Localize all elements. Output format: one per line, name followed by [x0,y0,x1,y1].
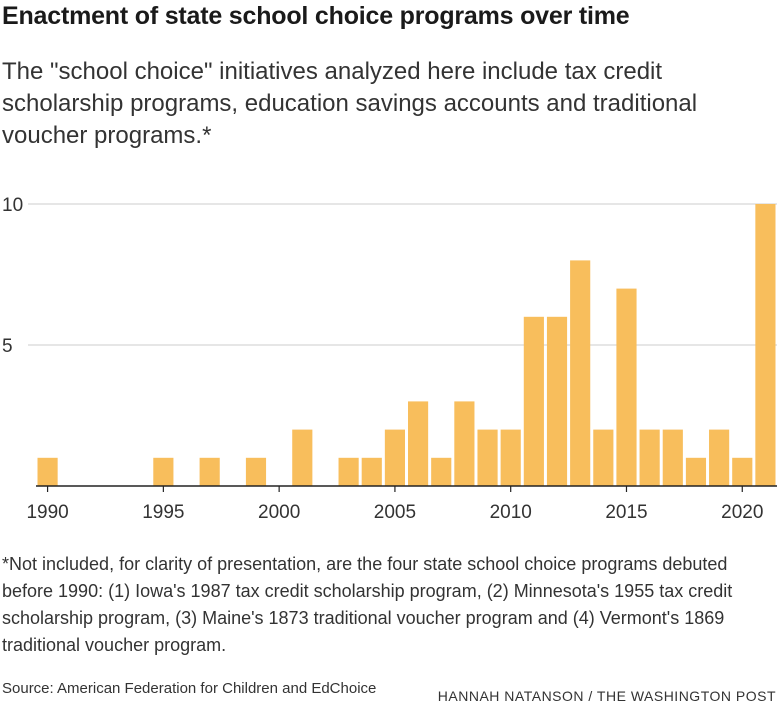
bar-1999 [245,457,267,486]
bar-2001 [292,429,313,486]
bar-2021 [755,204,776,486]
bar-2003 [338,457,359,486]
bar-2010 [500,429,521,486]
y-tick-label-5: 5 [2,336,13,357]
tick-labels: 5 10 1990 1995 2000 2005 2010 2015 2020 [2,195,763,523]
bar-chart: 5 10 1990 1995 2000 2005 2010 2015 2020 [2,195,777,523]
bar-1995 [153,457,174,486]
footnote: *Not included, for clarity of presentati… [2,554,733,655]
chart-title: Enactment of state school choice program… [2,2,630,30]
bar-2020 [732,457,753,486]
bar-2005 [384,429,405,486]
bar-2019 [709,429,730,486]
bar-2011 [523,316,544,486]
x-tick-label-2020: 2020 [721,502,763,523]
x-tick-label-2000: 2000 [258,502,300,523]
bar-2018 [685,457,707,486]
x-tick-label-2015: 2015 [605,502,647,523]
x-tick-label-1990: 1990 [26,502,68,523]
bar-2008 [454,401,475,486]
y-tick-label-10: 10 [2,195,23,216]
x-tick-label-1995: 1995 [142,502,184,523]
bar-2017 [662,429,683,486]
x-tick-label-2005: 2005 [374,502,416,523]
bar-2006 [408,401,429,486]
bar-2015 [616,288,637,486]
bar-2012 [546,316,568,486]
bar-2013 [570,260,591,486]
bars [37,204,776,486]
bar-1990 [37,457,58,486]
credit-line: HANNAH NATANSON / THE WASHINGTON POST [437,688,776,704]
bar-2014 [593,429,614,486]
grid-lines [28,203,777,346]
bar-2016 [639,429,660,486]
source-note: Source: American Federation for Children… [2,680,377,697]
bar-1997 [199,457,220,486]
x-tick-label-2010: 2010 [490,502,532,523]
bar-2004 [361,457,382,486]
chart-subtitle: The "school choice" initiatives analyzed… [2,58,698,149]
bar-2007 [431,457,452,486]
axes [36,485,777,492]
bar-2009 [477,429,498,486]
